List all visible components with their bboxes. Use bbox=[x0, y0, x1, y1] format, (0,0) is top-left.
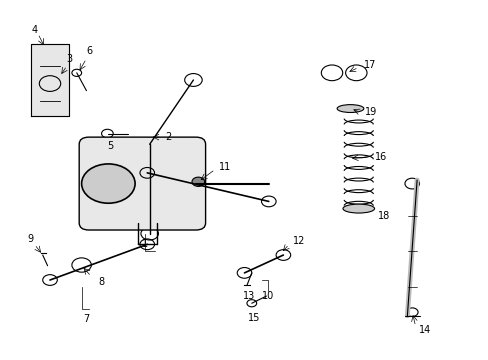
Text: 18: 18 bbox=[377, 211, 389, 221]
Text: 14: 14 bbox=[418, 325, 430, 335]
Ellipse shape bbox=[342, 204, 374, 213]
Text: 1: 1 bbox=[142, 239, 147, 249]
Text: 10: 10 bbox=[261, 291, 273, 301]
Text: 8: 8 bbox=[98, 277, 104, 287]
Text: 12: 12 bbox=[292, 236, 305, 246]
FancyBboxPatch shape bbox=[79, 137, 205, 230]
Text: 15: 15 bbox=[247, 312, 260, 323]
Text: 6: 6 bbox=[87, 46, 93, 57]
Text: 3: 3 bbox=[66, 54, 72, 64]
Text: 7: 7 bbox=[83, 314, 89, 324]
Text: 4: 4 bbox=[31, 25, 38, 35]
Text: 5: 5 bbox=[107, 141, 114, 151]
Circle shape bbox=[192, 177, 204, 186]
Text: 16: 16 bbox=[374, 152, 386, 162]
Text: 2: 2 bbox=[165, 132, 171, 142]
Ellipse shape bbox=[336, 105, 363, 112]
Text: 19: 19 bbox=[365, 107, 377, 117]
Text: 13: 13 bbox=[243, 291, 255, 301]
Text: 9: 9 bbox=[27, 234, 34, 244]
Circle shape bbox=[81, 164, 135, 203]
Text: 17: 17 bbox=[363, 60, 375, 70]
Text: 11: 11 bbox=[218, 162, 230, 172]
Polygon shape bbox=[30, 44, 69, 116]
